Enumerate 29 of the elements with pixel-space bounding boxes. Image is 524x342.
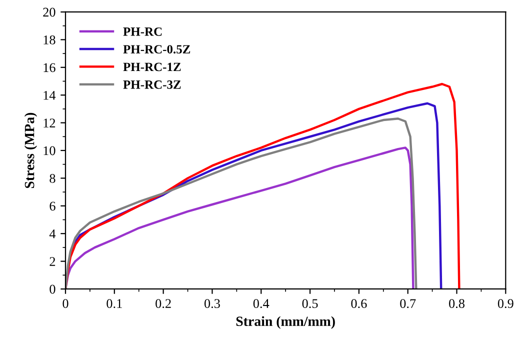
y-tick-label: 14 <box>44 90 56 100</box>
legend-label: PH-RC <box>123 27 162 36</box>
y-tick-label: 0 <box>50 284 56 294</box>
y-tick-label: 6 <box>50 202 56 211</box>
x-tick-label: 0.9 <box>498 299 514 308</box>
x-tick-label: 0.1 <box>106 299 122 308</box>
y-tick-label: 16 <box>44 63 56 72</box>
x-tick-label: 0.4 <box>253 299 270 308</box>
y-tick-label: 2 <box>50 257 56 266</box>
y-tick-label: 4 <box>49 229 56 238</box>
y-tick-label: 8 <box>50 174 56 183</box>
legend-label: PH-RC-1Z <box>123 62 181 72</box>
x-tick-label: 0.8 <box>449 299 464 308</box>
line-series <box>66 118 418 289</box>
line-series <box>66 146 414 289</box>
x-tick-label: 0.3 <box>204 299 220 308</box>
x-tick-label: 0.5 <box>302 299 318 308</box>
x-tick-label: 0.2 <box>156 299 171 308</box>
y-tick-label: 18 <box>44 35 56 44</box>
legend-label: PH-RC-3Z <box>123 80 181 89</box>
legend-label: PH-RC-0.5Z <box>123 45 190 54</box>
y-tick-label: 20 <box>43 8 56 17</box>
y-tick-label: 12 <box>44 118 56 128</box>
x-tick-label: 0.7 <box>400 299 416 308</box>
x-tick-label: 0 <box>62 299 68 308</box>
x-tick-label: 0.6 <box>351 299 367 308</box>
x-axis-title: Strain (mm/mm) <box>236 316 335 329</box>
y-axis-title: Stress (MPa) <box>24 112 38 188</box>
y-tick-label: 10 <box>44 146 56 156</box>
